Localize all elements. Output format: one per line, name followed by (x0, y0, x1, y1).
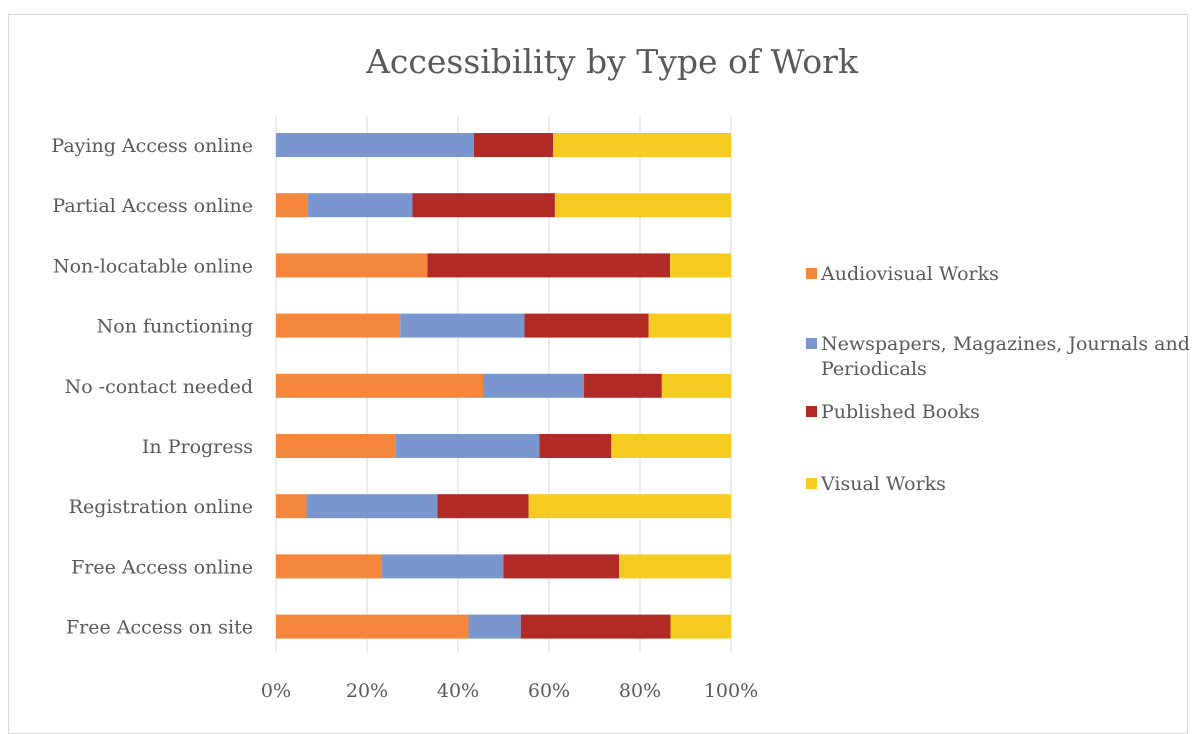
category-labels: Paying Access online Partial Access onlin… (51, 135, 253, 639)
bar-segment-0 (276, 554, 383, 579)
legend-label: Audiovisual Works (821, 263, 999, 285)
bar-segment-2 (524, 313, 649, 338)
bar-segment-1 (382, 554, 504, 579)
bar-segment-3 (648, 313, 731, 338)
bar-segment-1 (400, 313, 525, 338)
category-label: Free Access online (71, 556, 253, 578)
category-label: Non functioning (97, 316, 253, 338)
bar-segment-2 (437, 494, 529, 519)
bar-segment-3 (670, 253, 731, 278)
x-tick-label: 100% (704, 680, 758, 702)
x-tick-label: 80% (619, 680, 661, 702)
bar-segment-0 (276, 494, 307, 519)
bar-segment-1 (468, 614, 521, 639)
legend-swatch (806, 478, 817, 489)
category-label: In Progress (142, 436, 253, 458)
bar-segment-2 (539, 434, 612, 458)
legend-label: Visual Works (821, 473, 946, 495)
bar-segment-3 (528, 494, 731, 519)
bar-segment-3 (554, 193, 731, 218)
bar-segment-2 (520, 614, 671, 639)
bar-segment-0 (276, 373, 484, 398)
x-tick-labels: 0% 20% 40% 60% 80% 100% (261, 680, 758, 702)
bar-segment-0 (276, 614, 469, 639)
legend-label: Published Books (821, 401, 980, 423)
bar-segment-0 (276, 193, 308, 218)
x-tick-label: 0% (261, 680, 291, 702)
bar-segment-0 (276, 253, 428, 278)
category-label: Non-locatable online (53, 255, 253, 277)
bar-segment-2 (473, 133, 554, 157)
legend-swatch (806, 406, 817, 417)
legend-item: Audiovisual Works (806, 262, 1200, 287)
bar-segment-1 (276, 133, 474, 157)
bar-segment-1 (306, 494, 438, 519)
chart-title: Accessibility by Type of Work (365, 42, 859, 81)
bar-segment-3 (611, 434, 731, 458)
bar-area (276, 133, 731, 639)
chart-canvas: Accessibility by Type of Work Paying Acc… (51, 42, 859, 702)
bar-segment-0 (276, 313, 401, 338)
legend-item: Newspapers, Magazines, Journals and Peri… (806, 332, 1200, 382)
category-label: No -contact needed (65, 376, 253, 398)
category-label: Paying Access online (51, 135, 253, 157)
legend-item: Visual Works (806, 472, 1200, 497)
bar-segment-1 (395, 434, 540, 458)
x-tick-label: 20% (346, 680, 388, 702)
legend-swatch (806, 338, 817, 349)
legend-label: Newspapers, Magazines, Journals and Peri… (821, 333, 1190, 380)
x-tick-label: 40% (437, 680, 479, 702)
bar-segment-3 (553, 133, 731, 157)
x-tick-label: 60% (528, 680, 570, 702)
bar-segment-3 (661, 373, 731, 398)
bar-segment-3 (670, 614, 731, 639)
bar-segment-0 (276, 434, 396, 458)
bar-segment-1 (483, 373, 585, 398)
bar-segment-2 (584, 373, 662, 398)
bar-segment-2 (427, 253, 671, 278)
legend-item: Published Books (806, 400, 1200, 425)
category-label: Partial Access online (52, 195, 253, 217)
bar-segment-3 (619, 554, 731, 579)
bar-segment-1 (307, 193, 413, 218)
category-label: Registration online (69, 496, 253, 518)
bar-segment-2 (412, 193, 555, 218)
bar-segment-2 (503, 554, 620, 579)
legend-swatch (806, 268, 817, 279)
category-label: Free Access on site (66, 617, 253, 639)
